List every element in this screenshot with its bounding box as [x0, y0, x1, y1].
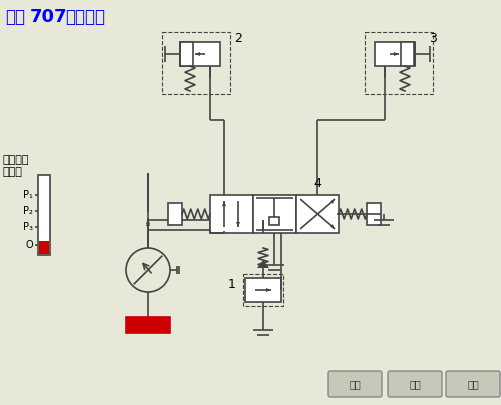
Bar [126, 317, 170, 333]
Text: 2: 2 [234, 32, 242, 45]
Bar [296, 195, 339, 233]
Bar [375, 42, 415, 66]
Text: 1: 1 [228, 278, 236, 291]
Text: P₁: P₁ [23, 190, 33, 200]
Bar [269, 217, 279, 225]
FancyBboxPatch shape [446, 371, 500, 397]
Bar [365, 32, 433, 94]
Bar [401, 42, 414, 66]
Text: 707: 707 [30, 8, 68, 26]
Polygon shape [394, 52, 399, 56]
Bar [210, 195, 253, 233]
Bar [38, 175, 50, 255]
Bar [162, 32, 230, 94]
Text: 中位: 中位 [409, 379, 421, 389]
Text: 3: 3 [429, 32, 437, 45]
Text: P₂: P₂ [23, 206, 33, 216]
Polygon shape [146, 218, 150, 224]
Polygon shape [222, 201, 226, 206]
Polygon shape [330, 199, 335, 204]
FancyBboxPatch shape [388, 371, 442, 397]
Bar [245, 278, 281, 302]
Polygon shape [266, 288, 271, 292]
FancyBboxPatch shape [328, 371, 382, 397]
Bar [243, 274, 283, 306]
Polygon shape [146, 220, 150, 226]
Text: 左位: 左位 [349, 379, 361, 389]
Polygon shape [195, 52, 200, 56]
Text: O: O [26, 240, 33, 249]
Text: 剪辑制作: 剪辑制作 [65, 8, 105, 26]
Bar [367, 203, 381, 225]
Text: 4: 4 [313, 177, 321, 190]
Polygon shape [257, 260, 269, 268]
Polygon shape [236, 222, 240, 227]
Bar [180, 42, 193, 66]
Text: 化工: 化工 [5, 8, 25, 26]
Bar [253, 195, 296, 233]
Bar [168, 203, 182, 225]
Polygon shape [330, 224, 335, 229]
Text: 右位: 右位 [467, 379, 479, 389]
Bar [39, 241, 49, 254]
Bar [180, 42, 220, 66]
Text: 系统压力
指示：: 系统压力 指示： [3, 155, 30, 177]
Text: P₃: P₃ [23, 222, 33, 232]
